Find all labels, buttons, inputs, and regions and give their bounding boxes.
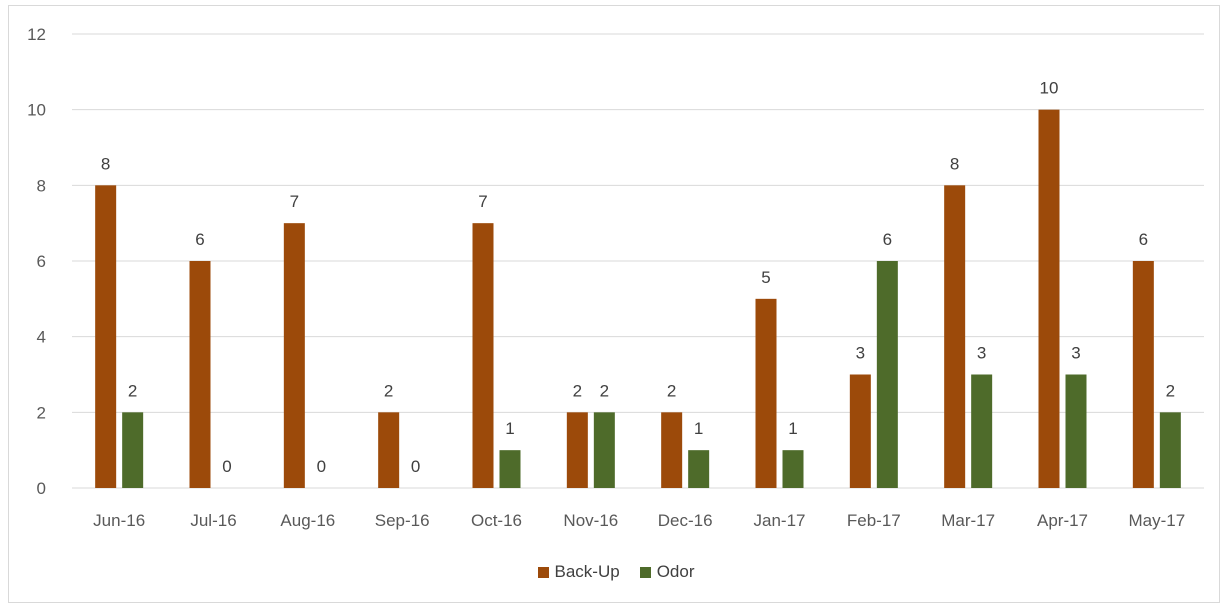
legend-swatch-odor	[639, 566, 651, 578]
data-label: 6	[883, 230, 892, 249]
data-label: 0	[411, 457, 420, 476]
bar-back-up	[1038, 109, 1060, 489]
data-label: 10	[1040, 79, 1059, 98]
data-label: 1	[694, 419, 703, 438]
bar-back-up	[95, 185, 117, 489]
bar-back-up	[849, 374, 871, 488]
legend: Back-Up Odor	[0, 562, 1232, 582]
data-label: 1	[505, 419, 514, 438]
bar-odor	[1065, 374, 1087, 488]
data-label: 3	[856, 344, 865, 363]
x-tick-label: Aug-16	[280, 511, 335, 530]
data-label: 6	[1139, 230, 1148, 249]
legend-label-odor: Odor	[656, 562, 695, 581]
y-tick-label: 6	[37, 252, 46, 271]
bar-odor	[499, 450, 521, 488]
data-label: 0	[317, 457, 326, 476]
legend-item-odor: Odor	[639, 562, 695, 582]
bar-odor	[1159, 412, 1181, 488]
bar-back-up	[566, 412, 588, 488]
y-tick-label: 12	[27, 25, 46, 44]
bar-back-up	[472, 223, 494, 488]
bar-odor	[688, 450, 710, 488]
x-tick-label: Dec-16	[658, 511, 713, 530]
bar-odor	[122, 412, 144, 488]
data-label: 6	[195, 230, 204, 249]
x-tick-label: Sep-16	[375, 511, 430, 530]
data-label: 1	[788, 419, 797, 438]
x-tick-label: Jun-16	[93, 511, 145, 530]
data-label: 8	[950, 154, 959, 173]
x-tick-label: Nov-16	[563, 511, 618, 530]
x-tick-label: May-17	[1128, 511, 1185, 530]
bar-back-up	[189, 261, 211, 488]
legend-swatch-back-up	[537, 566, 549, 578]
bar-back-up	[661, 412, 683, 488]
y-tick-label: 8	[37, 176, 46, 195]
x-tick-label: Jan-17	[754, 511, 806, 530]
data-label: 2	[1166, 381, 1175, 400]
bar-odor	[593, 412, 615, 488]
data-label: 8	[101, 154, 110, 173]
legend-label-back-up: Back-Up	[554, 562, 620, 581]
data-label: 2	[600, 381, 609, 400]
data-label: 2	[573, 381, 582, 400]
bar-back-up	[944, 185, 966, 489]
data-label: 2	[667, 381, 676, 400]
x-tick-label: Apr-17	[1037, 511, 1088, 530]
bar-odor	[971, 374, 993, 488]
data-label: 7	[478, 192, 487, 211]
x-tick-label: Feb-17	[847, 511, 901, 530]
data-label: 5	[761, 268, 770, 287]
data-label: 2	[384, 381, 393, 400]
data-label: 2	[128, 381, 137, 400]
bar-back-up	[378, 412, 400, 488]
x-tick-label: Jul-16	[190, 511, 236, 530]
data-label: 3	[977, 344, 986, 363]
x-tick-label: Mar-17	[941, 511, 995, 530]
data-label: 3	[1071, 344, 1080, 363]
bar-odor	[876, 261, 898, 488]
data-label: 0	[222, 457, 231, 476]
legend-item-back-up: Back-Up	[537, 562, 620, 582]
bar-back-up	[283, 223, 305, 488]
y-tick-label: 4	[37, 328, 46, 347]
y-tick-label: 2	[37, 403, 46, 422]
bar-back-up	[1132, 261, 1154, 488]
data-label: 7	[290, 192, 299, 211]
y-tick-label: 0	[37, 479, 46, 498]
bar-back-up	[755, 298, 777, 488]
x-tick-label: Oct-16	[471, 511, 522, 530]
y-tick-label: 10	[27, 101, 46, 120]
bar-odor	[782, 450, 804, 488]
